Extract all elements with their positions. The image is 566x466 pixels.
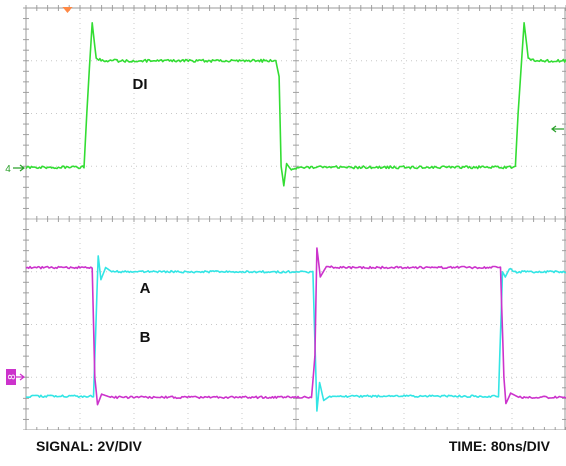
trace-a [25,255,566,412]
traces [25,22,566,412]
trace-label-di: DI [133,76,148,93]
signal-scale-label: SIGNAL: 2V/DIV [36,438,142,454]
channel-marker-b: 8 [7,374,18,380]
trace-labels: DI A B [133,76,151,346]
channel-marker-b-box [6,369,16,385]
right-offset-arrow [551,125,564,133]
channel-markers: 48 [5,125,564,385]
channel-marker-di: 4 [5,164,11,175]
trace-label-a: A [140,280,151,297]
trigger-marker [62,7,73,13]
time-scale-label: TIME: 80ns/DIV [448,438,550,454]
graticule [23,5,566,430]
trace-b [25,247,566,406]
graticule-frame [25,7,566,430]
channel-marker-arrow [16,373,25,381]
trace-di [25,22,566,187]
trace-label-b: B [140,329,151,346]
channel-marker-arrow [13,164,25,172]
